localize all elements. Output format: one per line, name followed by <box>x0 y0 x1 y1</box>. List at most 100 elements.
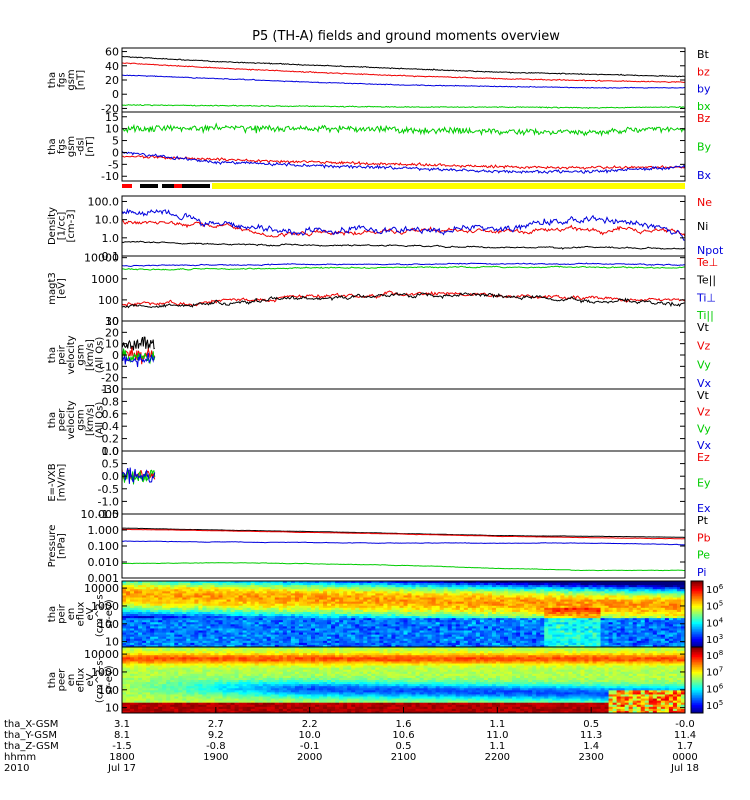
y-tick-label: 100 <box>98 294 119 307</box>
y-tick-label: -1.0 <box>98 495 119 508</box>
legend-temperature-1: Te|| <box>696 274 716 287</box>
time-axis-value: 0000 <box>672 752 697 763</box>
y-tick-label: 10 <box>105 702 119 715</box>
series-fgs_gsm-1 <box>122 62 685 84</box>
y-axis-label: eV <box>85 673 96 686</box>
legend-temperature-0: Te⊥ <box>696 256 718 269</box>
y-tick-label: 60 <box>105 46 119 59</box>
time-axis-value: 3.1 <box>114 719 130 730</box>
y-tick-label: 0 <box>112 349 119 362</box>
mode-bar-black <box>162 184 180 188</box>
series-pressure-2 <box>122 562 685 572</box>
y-tick-label: 1.0 <box>102 445 120 458</box>
legend-fgs_gsm-1: bz <box>697 65 710 78</box>
mode-bar-black <box>140 184 158 188</box>
y-tick-label: 0.2 <box>102 433 120 446</box>
legend-fgs_gsm-2: by <box>697 83 711 96</box>
y-axis-label: tha <box>47 412 58 428</box>
time-axis-value: 9.2 <box>208 730 224 741</box>
time-axis: tha_X-GSM 3.1 2.7 2.2 1.6 1.1 0.5 -0.0 tha_Y-GSM… <box>4 707 699 774</box>
time-axis-value: 1.1 <box>489 741 505 752</box>
legend-peer_velocity-3: Vx <box>697 439 712 452</box>
colorbar-tick: 107 <box>706 666 723 679</box>
y-tick-label: 10 <box>105 123 119 136</box>
y-axis-label: sr-eV) <box>104 665 115 694</box>
panel-frame <box>121 513 686 579</box>
legend-density-2: Npot <box>697 244 724 257</box>
legend-peer_velocity-0: Vt <box>697 389 710 402</box>
y-axis-label: (cm^2-s- <box>95 656 106 703</box>
y-axis-label: [cm-3] <box>66 209 77 242</box>
legend-efield-2: Ex <box>697 502 711 515</box>
y-tick-label: 0.4 <box>102 420 120 433</box>
y-axis-label: fgs <box>57 72 68 87</box>
y-axis-label: peir <box>57 603 68 623</box>
legend-density-0: Ne <box>697 196 712 209</box>
time-axis-row-label: 2010 <box>4 763 29 774</box>
colorbar-tick: 106 <box>706 682 724 695</box>
panel-frame <box>121 255 686 322</box>
y-axis-label: en <box>66 674 77 687</box>
y-tick-label: 10000 <box>84 252 119 265</box>
legend-peer_velocity-1: Vz <box>697 406 711 419</box>
time-axis-row-label: tha_X-GSM <box>4 719 58 730</box>
time-axis-value: 8.1 <box>114 730 130 741</box>
y-tick-label: 1000 <box>91 273 119 286</box>
panel-peer_velocity: 1.00.80.60.40.20.0thapeervelocitygsm[km/… <box>47 383 712 458</box>
time-axis-value: -0.1 <box>300 741 320 752</box>
series-fgs_dsl-1 <box>122 122 685 137</box>
spectrogram-peer_spectrogram <box>122 647 685 713</box>
legend-temperature-3: Ti|| <box>696 309 714 322</box>
time-axis-row-label: hhmm <box>4 752 36 763</box>
y-tick-label: 100.0 <box>88 195 120 208</box>
y-tick-label: 0 <box>112 88 119 101</box>
time-axis-value: 2.7 <box>208 719 224 730</box>
y-axis-label: (All Qs) <box>95 402 106 439</box>
y-tick-label: 0.8 <box>102 395 120 408</box>
time-axis-value: 2300 <box>578 752 603 763</box>
series-efield-2 <box>122 467 156 484</box>
time-axis-value: 11.0 <box>486 730 508 741</box>
y-axis-label: fgs <box>57 139 68 154</box>
y-tick-label: 0.5 <box>102 458 120 471</box>
y-tick-label: -30 <box>101 383 119 396</box>
y-tick-label: -5 <box>108 158 119 171</box>
time-axis-value: 0.5 <box>396 741 412 752</box>
y-axis-label: Pressure <box>47 525 58 568</box>
panel-frame <box>121 111 686 182</box>
y-tick-label: 100 <box>98 684 119 697</box>
y-tick-label: 0.010 <box>88 556 120 569</box>
y-tick-label: 10 <box>105 338 119 351</box>
series-peir_velocity-0 <box>122 336 155 351</box>
time-axis-value: -0.8 <box>206 741 226 752</box>
y-axis-label: magt3 <box>47 272 58 305</box>
figure-title: P5 (TH-A) fields and ground moments over… <box>252 29 560 44</box>
legend-fgs_dsl-2: Bx <box>697 169 712 182</box>
time-axis-value: 2100 <box>391 752 416 763</box>
y-tick-label: 20 <box>105 326 119 339</box>
y-axis-label: sr-eV) <box>104 599 115 628</box>
series-efield-1 <box>122 469 156 485</box>
y-axis-label: gsm <box>76 344 87 365</box>
series-peir_velocity-1 <box>122 347 156 365</box>
time-axis-value: 1.4 <box>583 741 599 752</box>
y-axis-label: velocity <box>66 400 77 439</box>
time-axis-value: 1900 <box>203 752 228 763</box>
time-axis-value: -1.5 <box>112 741 132 752</box>
panel-peer_spectrogram: 108 107 106 105 10000 1000 100 10 thapeereneflux… <box>47 646 724 715</box>
panels: 6040200-20thafgsgsm[nT]Btbzbybx151050-5-… <box>47 46 724 715</box>
series-fgs_dsl-2 <box>122 150 685 175</box>
time-axis-value: 0.5 <box>583 719 599 730</box>
y-axis-label: gsm <box>66 69 77 90</box>
colorbar-tick: 103 <box>706 633 723 646</box>
series-pressure-3 <box>122 540 685 546</box>
y-axis-label: gsm <box>66 136 77 157</box>
y-tick-label: 1.0 <box>102 383 120 396</box>
y-axis-label: eflux <box>76 602 87 627</box>
y-axis-label: peer <box>57 668 68 692</box>
y-axis-label: gsm <box>76 409 87 430</box>
y-tick-label: 10000 <box>84 648 119 661</box>
